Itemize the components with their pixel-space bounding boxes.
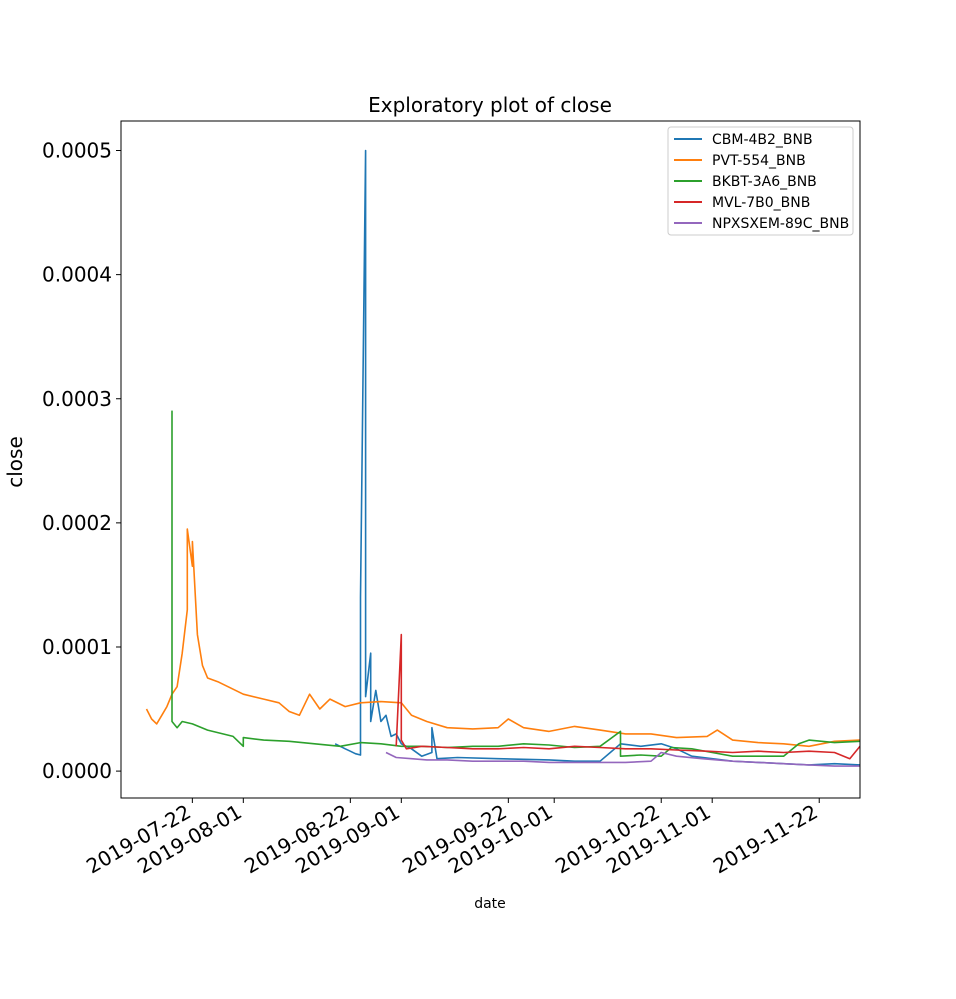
plot-area-frame xyxy=(120,120,861,799)
y-axis-label: close xyxy=(3,436,27,488)
y-tick-label: 0.0001 xyxy=(42,635,112,659)
legend-label-cbm-4b2_bnb: CBM-4B2_BNB xyxy=(712,132,813,148)
series-line-pvt-554_bnb xyxy=(145,528,860,748)
chart-title: Exploratory plot of close xyxy=(368,93,612,117)
legend-label-mvl-7b0_bnb: MVL-7B0_BNB xyxy=(712,195,810,211)
y-tick-label: 0.0000 xyxy=(42,759,112,783)
legend: CBM-4B2_BNB PVT-554_BNB BKBT-3A6_BNB MVL-7B… xyxy=(667,126,854,236)
y-tick-label: 0.0003 xyxy=(42,387,112,411)
y-axis: 0.0000 0.0001 0.0002 0.0003 0.0004 0.0005 xyxy=(42,139,121,783)
x-axis-label: date xyxy=(474,896,506,912)
y-tick-label: 0.0004 xyxy=(42,263,112,287)
legend-label-npxsxem-89c_bnb: NPXSXEM-89C_BNB xyxy=(712,216,849,232)
legend-box xyxy=(667,126,854,236)
legend-label-pvt-554_bnb: PVT-554_BNB xyxy=(712,153,806,169)
series-line-bkbt-3a6_bnb xyxy=(171,410,860,757)
series-line-mvl-7b0_bnb xyxy=(395,633,860,760)
y-tick-label: 0.0002 xyxy=(42,511,112,535)
series-layer xyxy=(145,149,860,767)
y-tick-label: 0.0005 xyxy=(42,139,112,163)
series-line-cbm-4b2_bnb xyxy=(334,149,860,766)
legend-label-bkbt-3a6_bnb: BKBT-3A6_BNB xyxy=(712,174,817,190)
series-line-npxsxem-89c_bnb xyxy=(385,751,860,767)
